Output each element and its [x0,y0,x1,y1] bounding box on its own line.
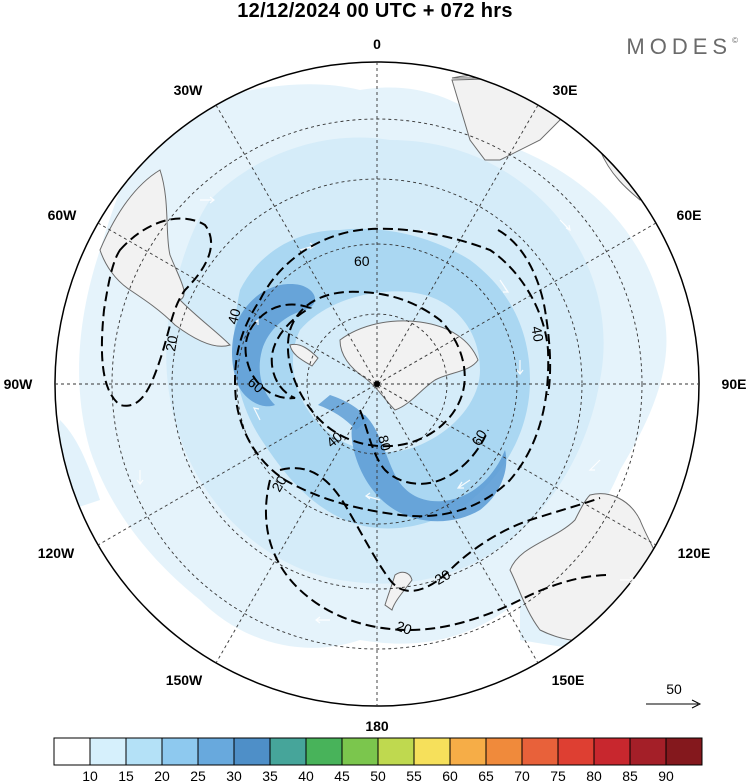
contour-label-80-center: 80 [375,433,395,452]
colorbar-tick-label: 45 [334,768,350,782]
colorbar-tick-label: 60 [442,768,458,782]
south-pole-dot [374,381,380,387]
colorbar-swatch [449,737,487,766]
colorbar-swatch [557,737,595,766]
lon-label-120w: 120W [38,545,75,561]
lon-label-90e: 90E [722,376,747,392]
colorbar-swatch [53,737,91,766]
colorbar-tick-label: 10 [82,768,98,782]
colorbar-tick-label: 90 [658,768,674,782]
lon-label-60w: 60W [48,207,78,223]
lon-label-150w: 150W [166,672,203,688]
colorbar: 10 15 20 25 30 35 40 45 50 55 60 65 70 75 80 85 90 [53,737,703,782]
contour-40-right [497,229,552,396]
lon-label-180: 180 [365,718,389,734]
map-disk [55,62,699,706]
colorbar-swatch [161,737,199,766]
map-title: 12/12/2024 00 UTC + 072 hrs [237,0,513,22]
meridians [55,62,699,706]
colorbar-swatch [665,737,703,766]
lon-label-30e: 30E [553,82,578,98]
contour-label-60-right: 60 [468,427,490,449]
colorbar-swatch [125,737,163,766]
colorbar-tick-label: 55 [406,768,422,782]
colorbar-tick-label: 25 [190,768,206,782]
colorbar-swatch [593,737,631,766]
colorbar-swatch [521,737,559,766]
colorbar-swatch [341,737,379,766]
colorbar-tick-label: 80 [586,768,602,782]
colorbar-swatch [233,737,271,766]
contour-label-20-lower-left: 20 [268,473,290,495]
lon-label-60e: 60E [677,207,702,223]
lon-label-0: 0 [373,36,381,52]
contour-40-inner [286,290,466,448]
contour-label-20-bottom: 20 [394,617,414,637]
contour-label-40-left: 40 [224,307,244,326]
logo-text: MODES [626,34,733,59]
reference-vector: 50 [646,681,702,709]
wind-vectors [136,196,635,624]
colorbar-swatch [377,737,415,766]
contour-20-lower [279,467,601,592]
contour-label-40-right: 40 [528,325,546,343]
colorbar-tick-label: 50 [370,768,386,782]
colorbar-tick-label: 30 [226,768,242,782]
colorbar-tick-label: 70 [514,768,530,782]
contour-20-bottom [264,479,611,632]
longitude-labels: 0 30E 60E 90E 120E 150E 180 150W 120W 90… [4,36,747,734]
colorbar-tick-label: 35 [262,768,278,782]
contour-20-left [100,217,213,407]
colorbar-swatch [413,737,451,766]
colorbar-tick-label: 85 [622,768,638,782]
lon-label-90w: 90W [4,376,34,392]
colorbar-swatch [485,737,523,766]
contour-60-outer [234,227,550,518]
colorbar-swatch [89,737,127,766]
contour-80-core [359,409,489,485]
reference-arrowhead-icon [691,699,702,709]
colorbar-tick-label: 75 [550,768,566,782]
colorbar-tick-label: 65 [478,768,494,782]
colorbar-tick-label: 40 [298,768,314,782]
contour-lines [100,217,611,632]
contour-label-60-top: 60 [354,253,370,269]
logo-mark: © [732,36,738,45]
contour-label-20-lower-right: 20 [432,566,454,588]
colorbar-swatch [197,737,235,766]
contour-60-inner [244,303,313,400]
colorbar-swatch [305,737,343,766]
lon-label-120e: 120E [678,545,711,561]
colorbar-swatch [269,737,307,766]
colorbar-tick-label: 15 [118,768,134,782]
modes-logo: MODES© [626,34,738,60]
colorbar-tick-label: 20 [154,768,170,782]
lon-label-30w: 30W [174,82,204,98]
colorbar-swatch [629,737,667,766]
reference-vector-label: 50 [666,681,682,697]
contour-label-20-left: 20 [162,334,180,352]
lon-label-150e: 150E [552,672,585,688]
